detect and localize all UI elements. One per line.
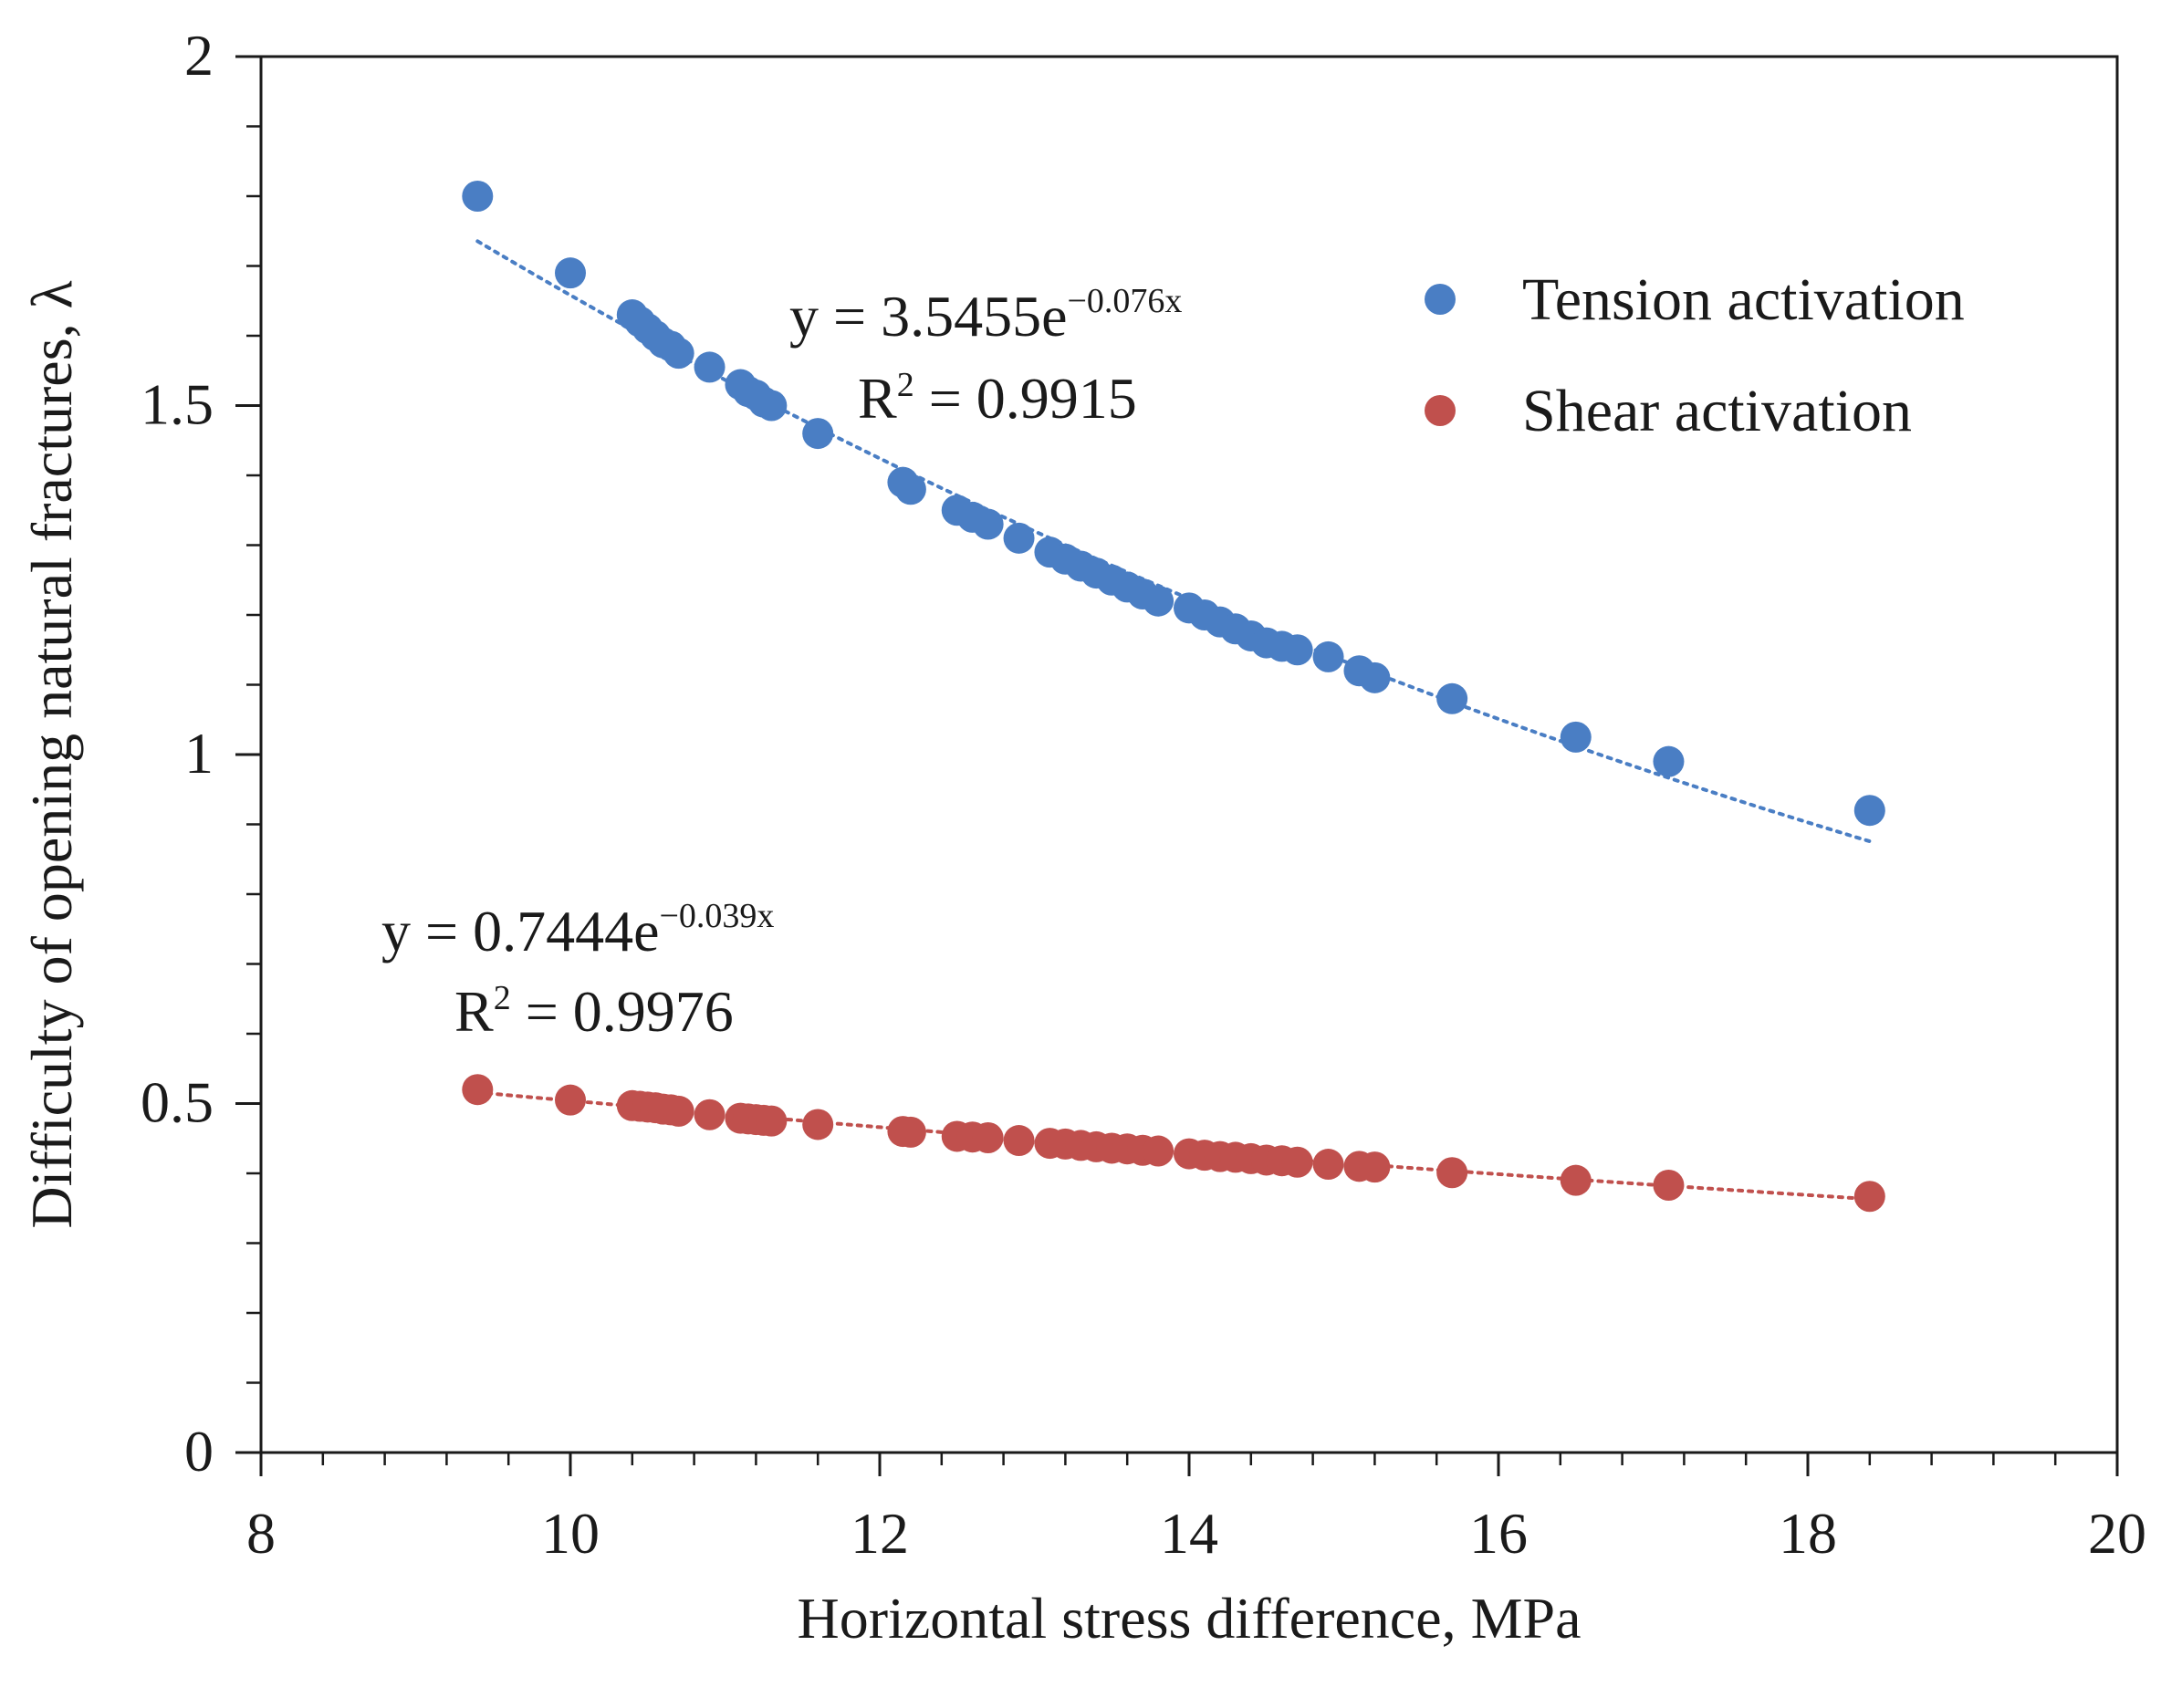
r2-shear-value: = 0.9976 — [511, 979, 734, 1044]
trendline-equation-tension: y = 3.5455e−0.076x R2 = 0.9915 — [789, 282, 1182, 431]
legend-label-shear: Shear activation — [1522, 378, 1912, 444]
r2-shear-sup: 2 — [494, 979, 511, 1017]
x-tick-label: 18 — [1779, 1501, 1837, 1566]
y-tick-label: 1 — [184, 721, 214, 786]
data-point-tension — [1853, 795, 1885, 827]
data-point-shear — [756, 1105, 788, 1137]
x-tick-label: 12 — [851, 1501, 909, 1566]
data-point-shear — [1359, 1151, 1391, 1183]
y-tick-label: 0.5 — [141, 1070, 214, 1135]
data-point-tension — [1312, 640, 1344, 672]
equation-shear-prefix: y = 0.7444e — [381, 899, 660, 963]
data-point-tension — [462, 181, 494, 212]
data-point-shear — [1312, 1149, 1344, 1181]
data-point-shear — [555, 1084, 586, 1116]
x-axis-title: Horizontal stress difference, MPa — [798, 1586, 1582, 1651]
data-point-tension — [1281, 634, 1313, 666]
data-point-shear — [1281, 1146, 1313, 1178]
data-point-tension — [694, 351, 726, 383]
data-point-tension — [894, 474, 926, 505]
x-tick-label: 20 — [2088, 1501, 2146, 1566]
x-tick-label: 8 — [246, 1501, 276, 1566]
data-point-tension — [1653, 745, 1685, 777]
equation-shear-exponent: −0.039x — [660, 897, 775, 935]
legend-label-tension: Tension activation — [1522, 266, 1965, 333]
r2-tension-value: = 0.9915 — [914, 366, 1137, 431]
data-point-shear — [1853, 1181, 1885, 1213]
data-point-shear — [894, 1116, 926, 1148]
r2-tension-sup: 2 — [897, 366, 914, 404]
data-point-shear — [1436, 1157, 1468, 1189]
data-point-shear — [1003, 1125, 1035, 1157]
x-tick-label: 16 — [1469, 1501, 1528, 1566]
data-point-tension — [756, 390, 788, 422]
y-tick-label: 0 — [184, 1419, 214, 1484]
data-point-tension — [802, 418, 834, 450]
data-point-shear — [1653, 1170, 1685, 1202]
legend-marker-shear — [1425, 395, 1456, 426]
data-point-tension — [555, 257, 586, 289]
equation-tension-exponent: −0.076x — [1068, 282, 1183, 320]
data-point-shear — [663, 1095, 694, 1127]
y-tick-label: 2 — [184, 23, 214, 88]
legend-marker-tension — [1425, 284, 1456, 315]
data-point-tension — [663, 338, 694, 370]
x-tick-label: 14 — [1160, 1501, 1218, 1566]
data-point-shear — [462, 1074, 494, 1106]
data-point-shear — [972, 1121, 1004, 1153]
x-tick-label: 10 — [541, 1501, 600, 1566]
x-tick-labels: 8 10 12 14 16 18 20 — [246, 1501, 2146, 1566]
r2-shear-label: R — [454, 979, 494, 1044]
data-point-tension — [1359, 661, 1391, 693]
r2-tension-label: R — [858, 366, 897, 431]
data-point-tension — [1436, 682, 1468, 714]
major-ticks — [235, 55, 2119, 1476]
y-axis-title: Difficulty of opening natural fractures,… — [19, 280, 84, 1228]
trendline-equation-shear: y = 0.7444e−0.039x R2 = 0.9976 — [381, 897, 774, 1044]
equation-tension-line: y = 3.5455e−0.076x — [789, 282, 1182, 349]
data-point-tension — [972, 508, 1004, 540]
data-point-shear — [802, 1109, 834, 1140]
data-point-shear — [694, 1099, 726, 1130]
data-point-shear — [1560, 1164, 1592, 1196]
y-tick-labels: 0 0.5 1 1.5 2 — [141, 23, 214, 1484]
data-point-tension — [1003, 522, 1035, 554]
data-point-tension — [1560, 721, 1592, 753]
y-tick-label: 1.5 — [141, 372, 214, 437]
data-points — [462, 181, 1885, 1213]
r2-tension-line: R2 = 0.9915 — [858, 366, 1137, 431]
equation-shear-line: y = 0.7444e−0.039x — [381, 897, 774, 963]
data-point-tension — [1143, 585, 1174, 617]
equation-tension-prefix: y = 3.5455e — [789, 284, 1068, 349]
data-point-shear — [1143, 1135, 1174, 1167]
r2-shear-line: R2 = 0.9976 — [454, 979, 734, 1044]
legend: Tension activation Shear activation — [1425, 266, 1965, 444]
